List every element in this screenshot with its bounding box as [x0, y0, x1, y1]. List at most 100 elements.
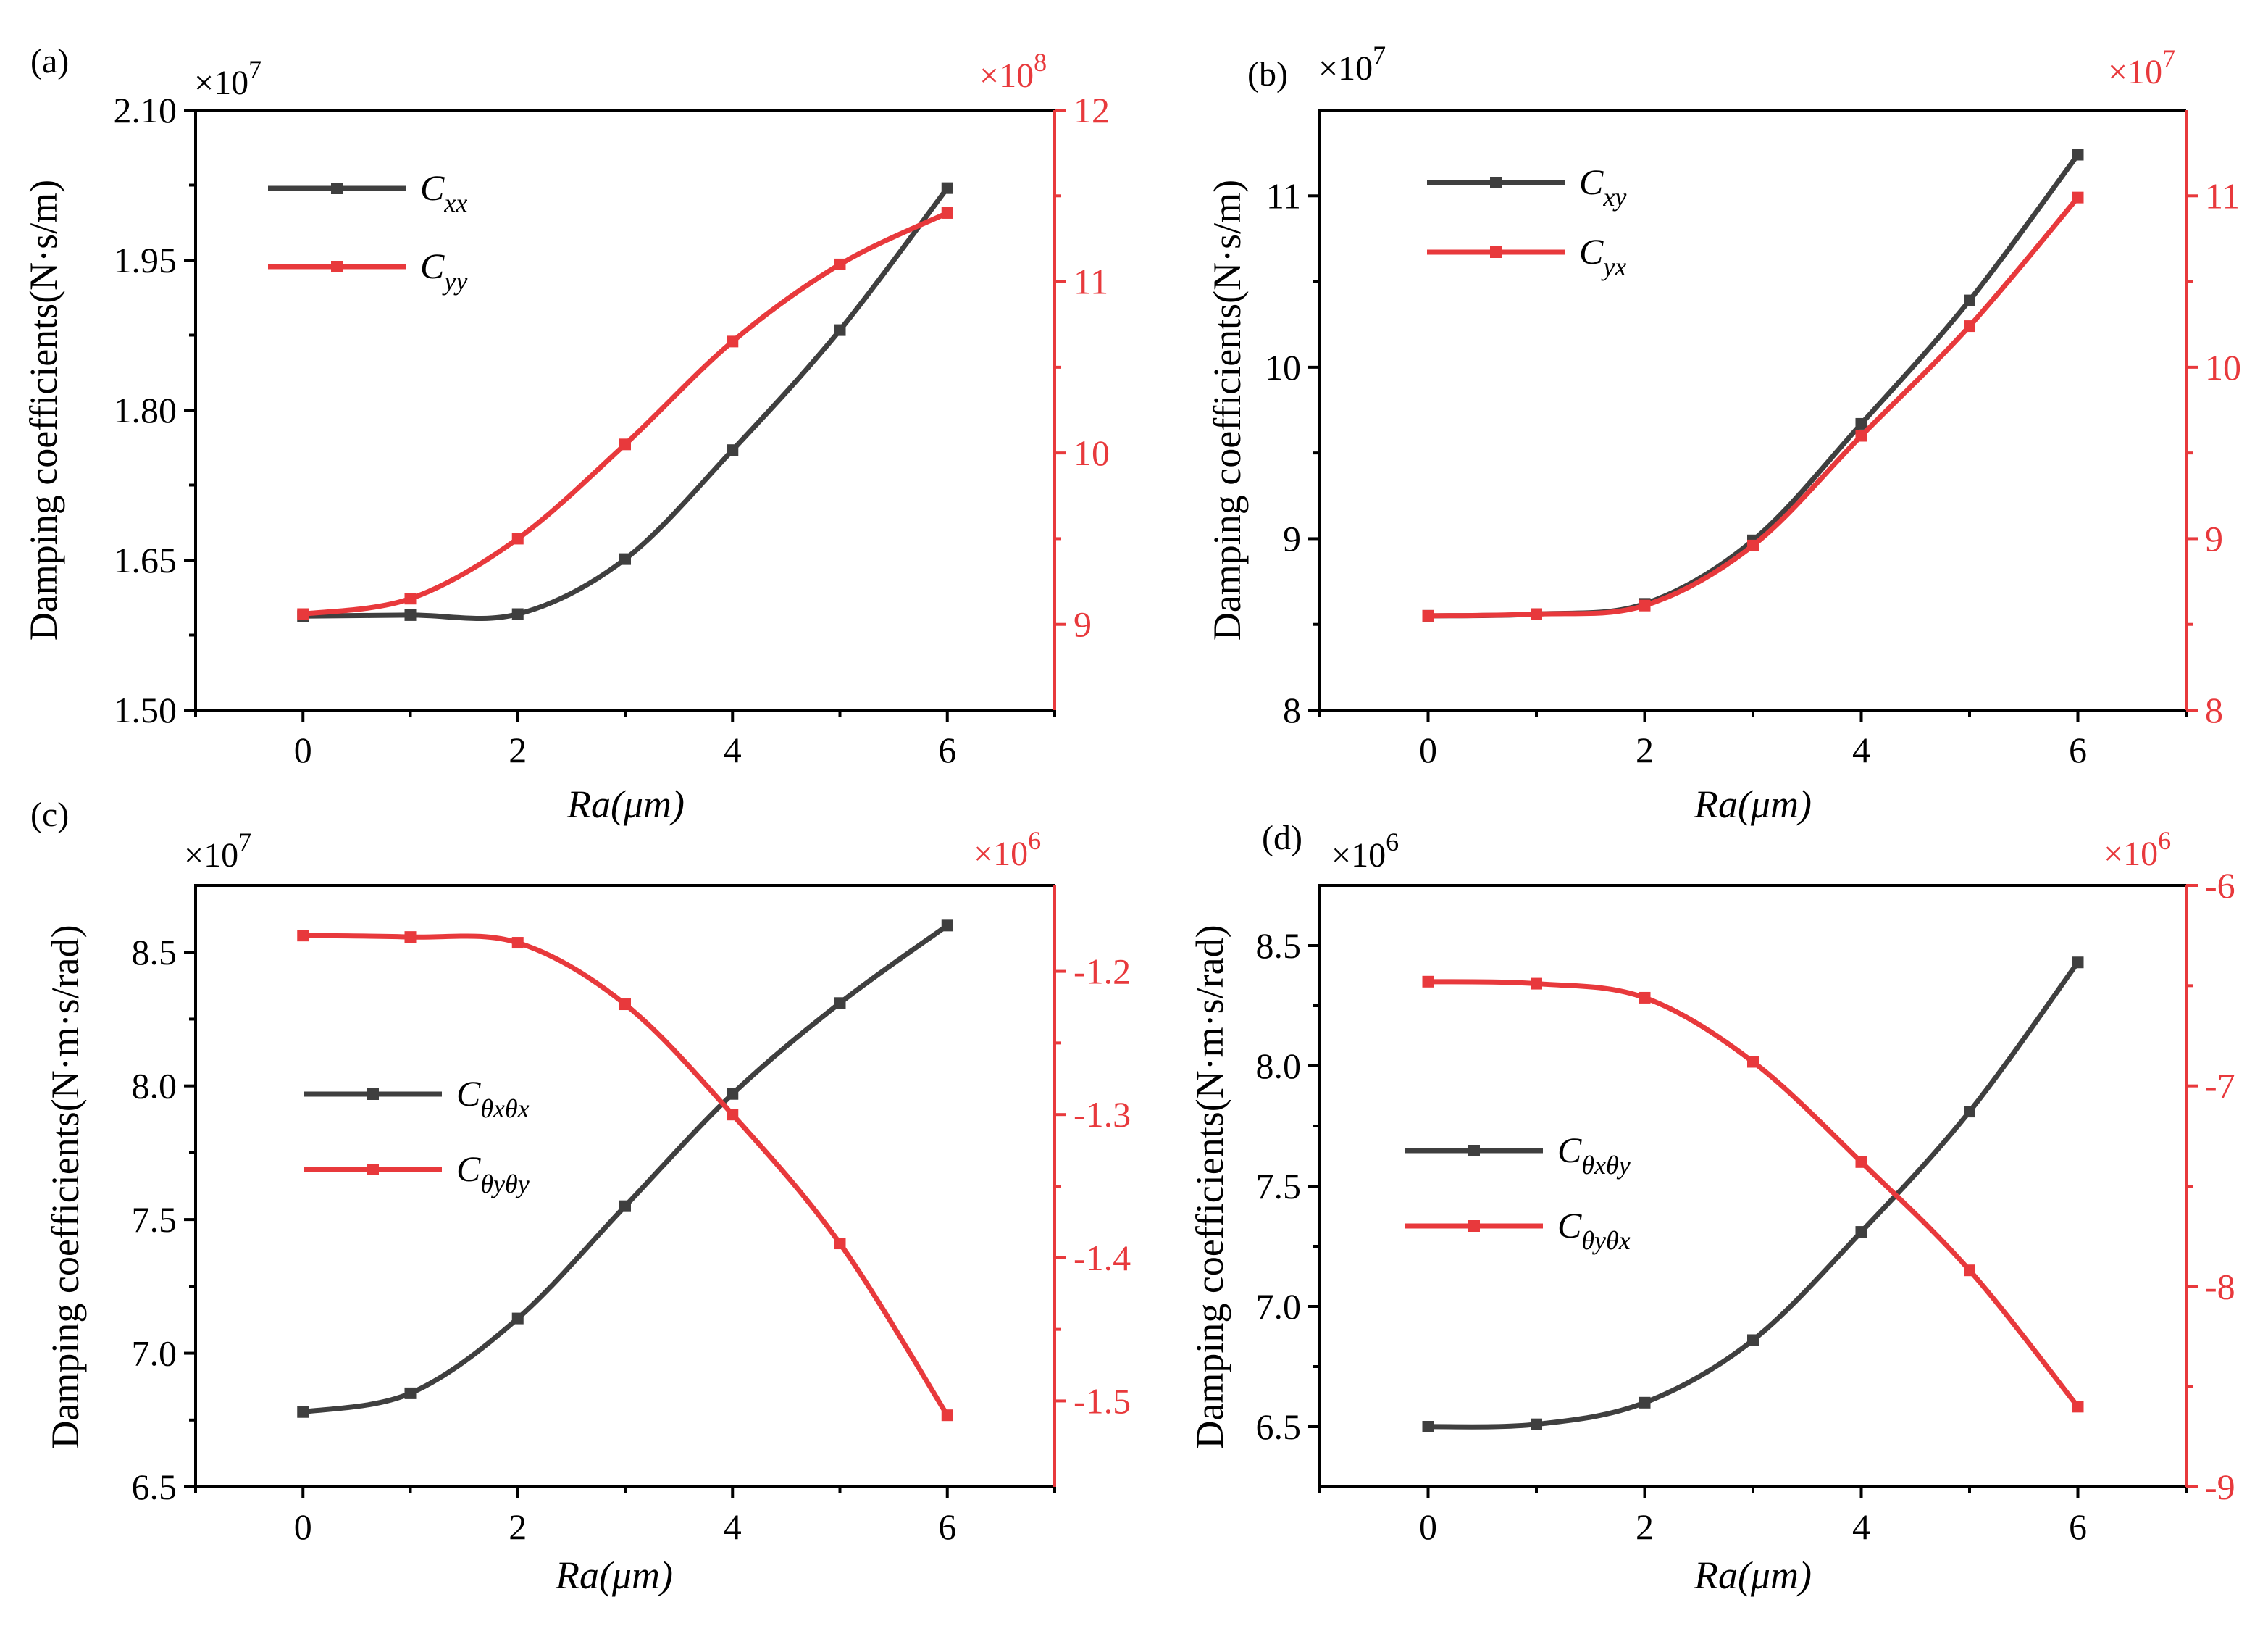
data-point-θxθx [297, 1406, 309, 1418]
x-tick-label: 4 [1852, 730, 1870, 770]
y-tick-label: 8.0 [1256, 1046, 1302, 1086]
data-point-yy [619, 438, 631, 451]
y-tick-label: 7.0 [132, 1333, 177, 1374]
y-multiplier: ×106 [1331, 827, 1399, 875]
data-point-yy [941, 207, 953, 219]
data-point-xx [727, 444, 739, 456]
data-point-xx [941, 182, 953, 194]
y-tick-label: 1.95 [114, 240, 177, 280]
y-multiplier: ×107 [194, 55, 261, 102]
data-point-θyθx [1531, 977, 1542, 990]
data-point-θxθy [1747, 1334, 1759, 1346]
legend-label-θyθx: Cθyθx [1557, 1205, 1631, 1255]
y2-tick-label: 12 [1074, 90, 1110, 130]
y-tick-label: 9 [1283, 518, 1301, 559]
data-point-yx [1964, 320, 1975, 333]
y-tick-label: 2.10 [114, 90, 177, 130]
data-point-xx [404, 609, 417, 621]
y-tick-label: 1.80 [114, 390, 177, 430]
legend-marker-xx [331, 183, 343, 194]
data-point-yy [511, 533, 524, 545]
data-point-θyθx [1639, 991, 1651, 1004]
legend-marker-xy [1490, 177, 1502, 188]
data-point-θyθx [1855, 1156, 1867, 1168]
plot-frame [194, 884, 1055, 1488]
y2-tick-label: -8 [2205, 1266, 2235, 1306]
y-tick-label: 8 [1283, 690, 1301, 730]
y2-tick-label: -1.3 [1074, 1094, 1131, 1135]
y2-tick-label: 9 [1074, 604, 1092, 645]
data-point-θyθx [1964, 1264, 1975, 1277]
legend-label-θxθy: Cθxθy [1557, 1130, 1631, 1180]
y-tick-label: 8.5 [1256, 925, 1302, 966]
y-tick-label: 7.5 [1256, 1166, 1302, 1206]
y-tick-label: 7.0 [1256, 1286, 1302, 1327]
y2-multiplier: ×108 [979, 48, 1047, 95]
series-line-yx [1426, 195, 2080, 619]
legend-marker-yy [331, 261, 343, 272]
data-point-θyθy [297, 930, 309, 942]
data-point-θxθy [1422, 1421, 1434, 1432]
legend-marker-θyθy [367, 1164, 379, 1175]
data-point-θxθx [404, 1387, 417, 1399]
plot-frame [1318, 884, 2186, 1488]
y-tick-label: 1.50 [114, 690, 177, 730]
data-point-xy [1855, 417, 1867, 430]
legend-label-yx: Cyx [1579, 231, 1626, 281]
y-tick-label: 1.65 [114, 540, 177, 580]
data-point-yy [727, 335, 739, 348]
y-axis-title: Damping coefficients(N·s/m) [1205, 180, 1249, 641]
data-point-xx [619, 553, 631, 565]
x-tick-label: 2 [509, 1506, 527, 1547]
plot-frame [194, 109, 1055, 712]
x-axis-title: Ra(μm) [555, 1553, 673, 1597]
y2-tick-label: 8 [2205, 690, 2223, 730]
data-point-yy [297, 608, 309, 620]
y-tick-label: 8.5 [132, 932, 177, 972]
data-point-yx [1747, 539, 1759, 551]
data-point-yx [2072, 191, 2084, 204]
y2-multiplier: ×106 [974, 826, 1041, 873]
data-point-θyθx [1747, 1056, 1759, 1068]
y-axis-title: Damping coefficients(N·m·s/rad) [1188, 925, 1231, 1448]
x-axis-title: Ra(μm) [1694, 783, 1812, 826]
data-point-xy [1964, 294, 1975, 306]
chart-panel-1: 0 2 4 6 8 9 10 11 8 9 10 11 ×107 ×107 (b) Damping coeff… [1205, 41, 2241, 826]
data-point-yx [1639, 599, 1651, 612]
plot-frame [1318, 109, 2186, 712]
data-point-θyθy [834, 1238, 846, 1250]
data-point-θxθx [619, 1200, 631, 1212]
y-tick-label: 6.5 [1256, 1406, 1302, 1447]
y-axis-title: Damping coefficients(N·s/m) [22, 180, 65, 641]
y-multiplier: ×107 [184, 827, 251, 875]
legend-marker-yx [1490, 246, 1502, 258]
data-point-yy [404, 593, 417, 605]
x-tick-label: 0 [1419, 1506, 1437, 1547]
legend-label-θyθy: Cθyθy [456, 1148, 530, 1198]
data-point-yx [1531, 608, 1542, 620]
data-point-θyθy [619, 998, 631, 1011]
x-tick-label: 6 [2069, 730, 2087, 770]
data-point-θxθy [1964, 1106, 1975, 1118]
legend-label-θxθx: Cθxθx [456, 1073, 530, 1123]
chart-panel-2: 0 2 4 6 6.5 7.0 7.5 8.0 8.5 -1.5 -1.4 -1.3 -1.2 ×107 ×… [30, 796, 1131, 1597]
data-point-θxθy [1855, 1226, 1867, 1238]
data-point-θxθx [727, 1088, 739, 1100]
y-multiplier: ×107 [1318, 41, 1386, 88]
x-tick-label: 2 [1636, 730, 1654, 770]
data-point-xy [2072, 149, 2084, 161]
chart-panel-3: 0 2 4 6 6.5 7.0 7.5 8.0 8.5 -9 -8 -7 -6 ×106 ×106 (d) Da… [1188, 819, 2235, 1597]
data-point-θyθy [727, 1109, 739, 1121]
y2-tick-label: 10 [1074, 433, 1110, 473]
y-tick-label: 11 [1266, 175, 1301, 216]
x-tick-label: 0 [294, 730, 312, 770]
x-tick-label: 2 [509, 730, 527, 770]
panel-label: (d) [1262, 819, 1302, 857]
y2-tick-label: -1.4 [1074, 1238, 1131, 1278]
data-point-yx [1855, 430, 1867, 442]
legend-marker-θxθx [367, 1088, 379, 1100]
series-line-θxθy [1426, 959, 2080, 1430]
x-tick-label: 0 [294, 1506, 312, 1547]
chart-panel-0: 0 2 4 6 1.50 1.65 1.80 1.95 2.10 9 10 11 12 ×107 ×108 (… [22, 42, 1110, 826]
data-point-θxθy [1531, 1418, 1542, 1430]
